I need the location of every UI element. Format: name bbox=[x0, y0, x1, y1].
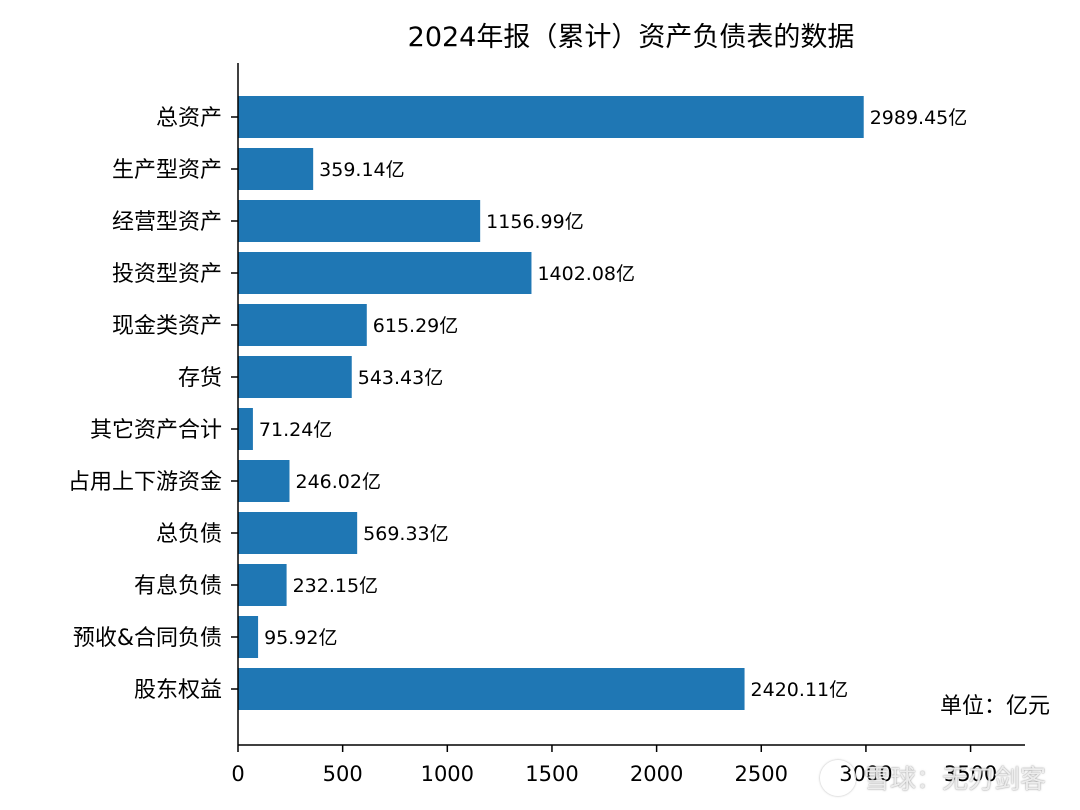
watermark-text: 雪球：无刃剑客 bbox=[863, 764, 1046, 795]
category-label: 占用上下游资金 bbox=[68, 470, 222, 495]
x-tick-label: 2000 bbox=[630, 762, 683, 786]
value-label: 1402.08亿 bbox=[537, 263, 635, 285]
watermark: 雪球：无刃剑客 bbox=[819, 759, 1046, 799]
x-tick-label: 1500 bbox=[525, 762, 578, 786]
category-label: 有息负债 bbox=[134, 574, 222, 599]
value-label: 2420.11亿 bbox=[751, 679, 849, 701]
x-tick-label: 500 bbox=[323, 762, 363, 786]
bar bbox=[238, 304, 367, 346]
category-label: 股东权益 bbox=[134, 678, 222, 703]
bar bbox=[238, 668, 745, 710]
category-label: 其它资产合计 bbox=[90, 418, 222, 443]
bar bbox=[238, 252, 532, 294]
value-label: 1156.99亿 bbox=[486, 211, 584, 233]
category-label: 总资产 bbox=[156, 106, 222, 131]
value-label: 71.24亿 bbox=[259, 419, 332, 441]
category-label: 经营型资产 bbox=[112, 210, 222, 235]
bar bbox=[238, 512, 358, 554]
value-label: 232.15亿 bbox=[293, 575, 378, 597]
category-label: 投资型资产 bbox=[112, 262, 222, 287]
watermark-logo-icon bbox=[819, 760, 856, 796]
value-label: 2989.45亿 bbox=[870, 107, 968, 129]
bar bbox=[238, 148, 314, 190]
category-label: 现金类资产 bbox=[112, 314, 222, 339]
unit-note: 单位：亿元 bbox=[940, 694, 1050, 719]
x-tick-label: 1000 bbox=[421, 762, 474, 786]
bar bbox=[238, 96, 864, 138]
value-label: 615.29亿 bbox=[373, 315, 458, 337]
bar bbox=[238, 200, 481, 242]
x-tick-label: 0 bbox=[231, 762, 244, 786]
axes bbox=[231, 63, 1025, 746]
x-tick-label: 3500 bbox=[944, 762, 997, 786]
bars-group bbox=[238, 96, 864, 710]
bar bbox=[238, 408, 253, 450]
value-labels: 2989.45亿 359.14亿 1156.99亿 1402.08亿 615.29亿 54… bbox=[259, 107, 967, 701]
value-label: 359.14亿 bbox=[319, 159, 404, 181]
chart-title: 2024年报（累计）资产负债表的数据 bbox=[408, 22, 855, 53]
bar bbox=[238, 616, 259, 658]
value-label: 246.02亿 bbox=[295, 471, 380, 493]
category-label: 存货 bbox=[178, 366, 222, 391]
category-label: 总负债 bbox=[156, 522, 222, 547]
value-label: 569.33亿 bbox=[363, 523, 448, 545]
category-labels: 总资产生产型资产经营型资产投资型资产现金类资产存货其它资产合计占用上下游资金总负… bbox=[68, 106, 222, 703]
value-label: 543.43亿 bbox=[358, 367, 443, 389]
bar bbox=[238, 564, 287, 606]
category-label: 预收&合同负债 bbox=[73, 626, 222, 651]
value-label: 95.92亿 bbox=[264, 627, 337, 649]
bar bbox=[238, 356, 352, 398]
bar bbox=[238, 460, 290, 502]
category-label: 生产型资产 bbox=[112, 158, 222, 183]
x-tick-label: 2500 bbox=[735, 762, 788, 786]
